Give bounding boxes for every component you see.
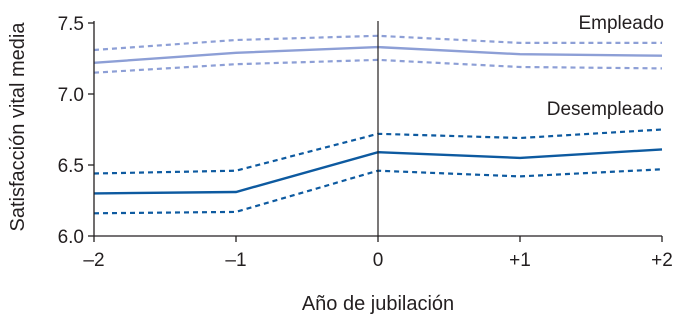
x-tick-label: –2	[83, 250, 104, 271]
x-tick-label: –1	[225, 250, 246, 271]
tick-labels: 6.0 6.5 7.0 7.5 –2 –1 0 +1 +2	[58, 14, 673, 271]
y-tick-label: 6.5	[58, 156, 84, 177]
x-tick-label: +2	[651, 250, 673, 271]
series-label-desempleado: Desempleado	[547, 99, 664, 120]
x-tick-label: +1	[509, 250, 531, 271]
y-axis-title: Satisfacción vital media	[7, 22, 29, 232]
series-empleado-upper-bound	[93, 34, 662, 52]
axes	[88, 21, 663, 242]
x-tick-label: 0	[373, 250, 384, 271]
y-tick-label: 7.0	[58, 85, 84, 106]
y-tick-label: 6.0	[58, 227, 84, 248]
y-tick-label: 7.5	[58, 14, 84, 35]
x-axis-title: Año de jubilación	[302, 293, 454, 315]
series-label-empleado: Empleado	[578, 13, 664, 34]
series-empleado-lower-bound	[93, 58, 663, 74]
